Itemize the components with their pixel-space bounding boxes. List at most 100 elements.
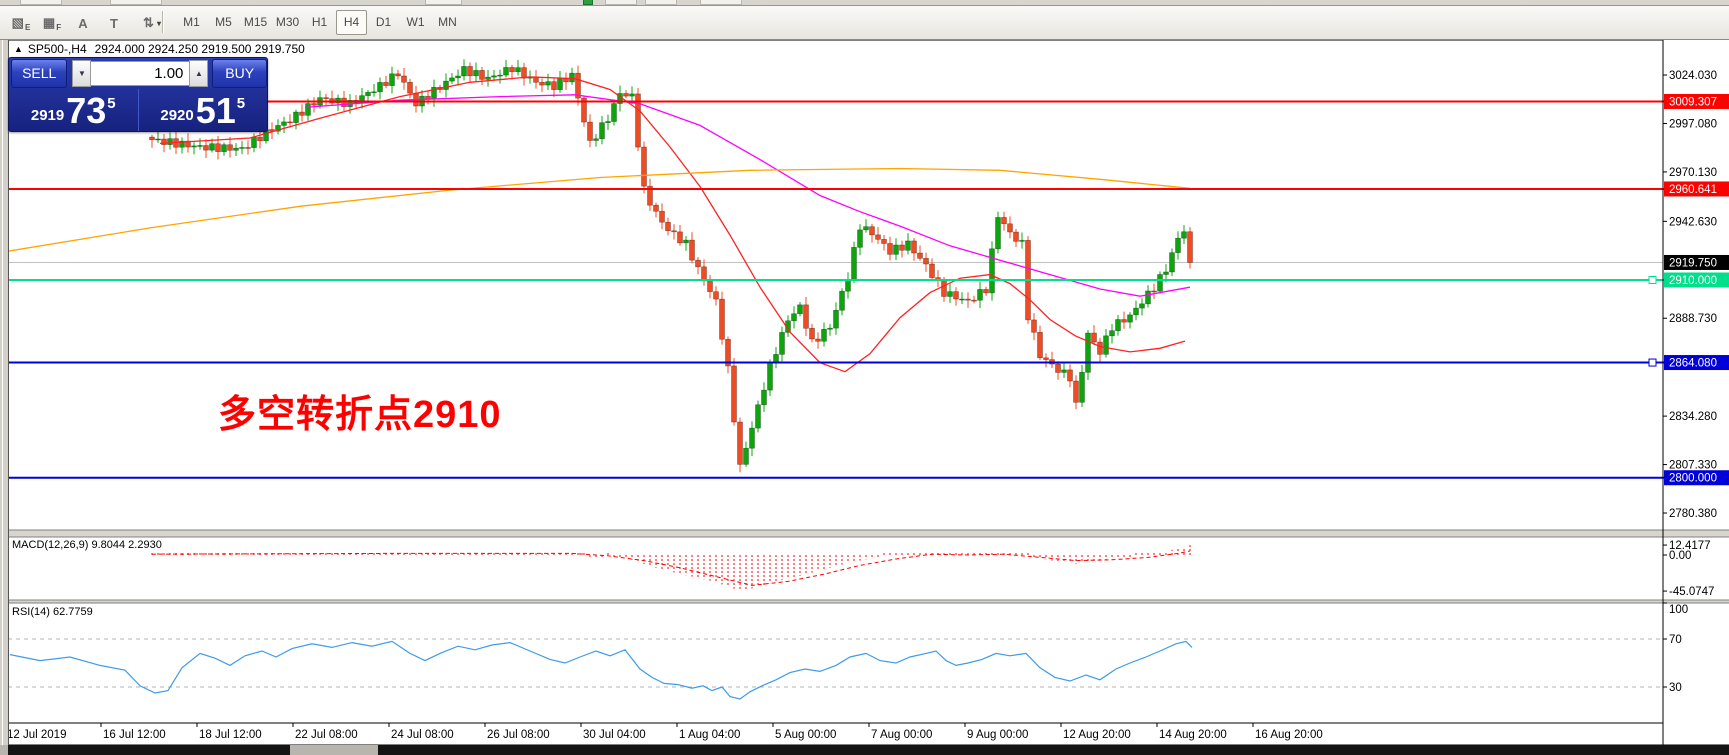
macd-label: MACD(12,26,9) 9.8044 2.2930 (12, 539, 162, 551)
price-line-label (1664, 470, 1729, 486)
sell-price-small: 2919 (30, 107, 65, 124)
chart-title: ▲ SP500-,H4 2924.000 2924.250 2919.500 291… (14, 42, 305, 56)
price-tick-label: 2834.280 (1669, 411, 1717, 423)
main-pane (7, 59, 1729, 479)
macd-axis-label: 0.00 (1669, 550, 1691, 562)
time-axis-label: 7 Aug 00:00 (871, 729, 932, 741)
arrange-icon[interactable]: ⇅ ▾ (143, 15, 161, 30)
line-handle[interactable] (1648, 276, 1657, 284)
price-line-label-text: 2960.641 (1669, 184, 1717, 196)
collapse-triangle-icon[interactable]: ▲ (14, 44, 23, 54)
price-tick-label: 2997.080 (1669, 118, 1717, 130)
price-line-label (1664, 254, 1729, 270)
ohlc-values: 2924.000 2924.250 2919.500 2919.750 (94, 42, 305, 56)
macd-signal-line (151, 550, 1191, 586)
rsi-axis-label: 30 (1669, 682, 1682, 694)
price-line-label-text: 2910.000 (1669, 275, 1717, 287)
ma-mid-magenta (304, 94, 1191, 297)
time-axis-label: 12 Aug 20:00 (1063, 729, 1131, 741)
timeframe-button-mn[interactable]: MN (438, 15, 457, 29)
time-axis-label: 16 Aug 20:00 (1255, 729, 1323, 741)
price-tick-label: 2807.330 (1669, 460, 1717, 472)
buy-price-sup: 5 (236, 95, 246, 112)
price-line-label-text: 2919.750 (1669, 257, 1717, 269)
macd-axis-label: 12.4177 (1669, 540, 1711, 552)
top-strip-button (605, 0, 637, 5)
sell-price-sup: 5 (107, 95, 116, 112)
bottom-tabs-strip (0, 745, 1729, 755)
sell-button[interactable]: SELL (11, 59, 68, 88)
text-label-icon[interactable]: A (78, 15, 88, 31)
grid-icon[interactable]: ▦ F (42, 15, 62, 32)
volume-decrease-button[interactable]: ▼ (72, 60, 92, 87)
macd-axis-label: -45.0747 (1669, 586, 1714, 598)
top-strip-button (110, 0, 162, 5)
window-left-frame (0, 39, 9, 745)
rsi-axis-label: 100 (1669, 604, 1688, 616)
price-line-label (1664, 181, 1729, 197)
timeframe-button-m1[interactable]: M1 (183, 15, 200, 29)
rsi-label: RSI(14) 62.7759 (12, 606, 93, 618)
price-tick-label: 2888.730 (1669, 313, 1717, 325)
top-strip-button (700, 0, 742, 5)
top-strip-button (20, 0, 62, 5)
time-axis-label: 22 Jul 08:00 (295, 729, 358, 741)
buy-price[interactable]: 2920 51 5 (139, 89, 268, 131)
price-tick-label: 2942.630 (1669, 216, 1717, 228)
symbol-period: SP500-,H4 (27, 42, 87, 56)
indicator-panes (8, 545, 1663, 700)
toolbar-separator (162, 11, 164, 33)
time-axis-label: 30 Jul 04:00 (583, 729, 646, 741)
rsi-pane (8, 638, 1663, 700)
timeframe-button-h1[interactable]: H1 (311, 15, 328, 29)
volume-increase-button[interactable]: ▲ (189, 60, 209, 87)
sell-price[interactable]: 2919 73 5 (9, 89, 139, 131)
timeframe-button-d1[interactable]: D1 (375, 15, 392, 29)
time-axis-label: 5 Aug 00:00 (775, 729, 836, 741)
time-axis-label: 24 Jul 08:00 (391, 729, 454, 741)
green-indicator-icon (583, 0, 593, 5)
pane-splitter[interactable] (0, 530, 1729, 537)
line-handle[interactable] (1648, 358, 1657, 367)
timeframe-button-m5[interactable]: M5 (215, 15, 232, 29)
time-axis-label: 1 Aug 04:00 (679, 729, 740, 741)
ma-slow-orange (7, 167, 1191, 252)
bottom-tab[interactable] (8, 745, 290, 755)
buy-button[interactable]: BUY (212, 59, 267, 88)
time-axis-label: 12 Jul 2019 (7, 729, 66, 741)
time-axis-label: 18 Jul 12:00 (199, 729, 262, 741)
price-tick-label: 2780.380 (1669, 508, 1717, 520)
price-line-label-text: 2864.080 (1669, 358, 1717, 370)
timeframe-button-w1[interactable]: W1 (406, 15, 425, 29)
toolbar: ▧ E ▦ F A T ⇅ ▾ M1 M5 M15 M30 H1 H4 D1 W1 MN (0, 6, 1729, 40)
timeframe-button-m30[interactable]: M30 (275, 15, 300, 29)
pane-backgrounds (8, 40, 1729, 745)
volume-input[interactable] (91, 61, 190, 86)
timeframe-button-h4[interactable]: H4 (336, 10, 367, 35)
price-line-label (1664, 355, 1729, 371)
time-axis-label: 16 Jul 12:00 (103, 729, 166, 741)
top-window-strip (0, 0, 1729, 6)
rsi-line (9, 640, 1193, 700)
price-line-label-text: 3009.307 (1669, 96, 1717, 108)
sell-price-big: 73 (66, 90, 107, 131)
time-axis-label: 26 Jul 08:00 (487, 729, 550, 741)
bottom-tab[interactable] (378, 745, 1729, 755)
timeframe-button-m15[interactable]: M15 (243, 15, 268, 29)
rsi-axis-label: 70 (1669, 634, 1682, 646)
indicators-icon[interactable]: ▧ E (11, 15, 31, 32)
candles (149, 59, 1193, 473)
time-axis-label: 14 Aug 20:00 (1159, 729, 1227, 741)
buy-price-small: 2920 (160, 107, 194, 124)
price-line-label-text: 2800.000 (1669, 473, 1717, 485)
top-strip-button (425, 0, 462, 5)
chart-text-annotation[interactable]: 多空转折点2910 (218, 394, 502, 436)
macd-pane (151, 545, 1191, 591)
text-box-icon[interactable]: T (110, 15, 118, 31)
top-strip-button (645, 0, 677, 5)
price-line-label (1664, 272, 1729, 288)
pane-splitter[interactable] (0, 600, 1729, 603)
price-tick-label: 2970.130 (1669, 167, 1717, 179)
time-axis-label: 9 Aug 00:00 (967, 729, 1028, 741)
